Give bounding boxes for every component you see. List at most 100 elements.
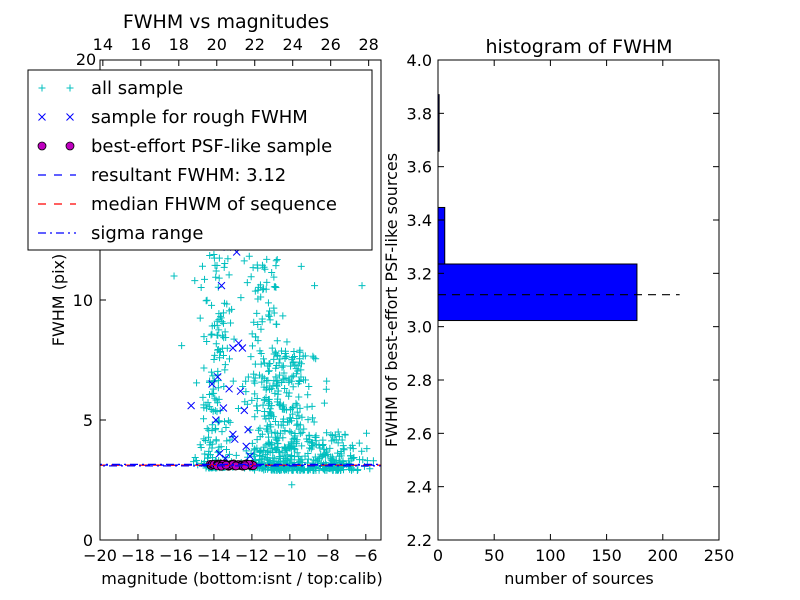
all-sample-point <box>310 418 318 426</box>
all-sample-point <box>256 456 264 464</box>
all-sample-point <box>320 399 328 407</box>
all-sample-point <box>222 445 230 453</box>
all-sample-point <box>215 326 223 334</box>
all-sample-point <box>311 433 319 441</box>
rough-fwhm-point <box>230 435 239 444</box>
histogram-x-axis: 0 50 100 150 200 250 <box>433 60 734 565</box>
all-sample-point <box>288 481 296 489</box>
all-sample-point <box>251 360 259 368</box>
legend-entry: all sample <box>38 78 183 99</box>
all-sample-point <box>260 443 268 451</box>
scatter-reference-lines <box>100 463 381 467</box>
all-sample-point <box>258 465 266 473</box>
all-sample-point <box>263 255 271 263</box>
all-sample-point <box>293 414 301 422</box>
all-sample-point <box>210 250 218 258</box>
all-sample-point <box>202 297 210 305</box>
legend-marker <box>37 141 47 151</box>
all-sample-point <box>274 421 282 429</box>
all-sample-point <box>302 376 310 384</box>
all-sample-point <box>312 432 320 440</box>
all-sample-point <box>281 426 289 434</box>
all-sample-point <box>274 465 282 473</box>
all-sample-point <box>288 404 296 412</box>
legend-label: all sample <box>91 78 183 99</box>
scatter-panel: FWHM vs magnitudes 20 14 16 18 20 22 24 26 28 −… <box>27 11 383 588</box>
all-sample-point <box>283 338 291 346</box>
all-sample-point <box>208 427 216 435</box>
all-sample-point <box>272 257 280 265</box>
all-sample-point <box>359 456 367 464</box>
all-sample-point <box>296 430 304 438</box>
all-sample-point <box>201 275 209 283</box>
all-sample-point <box>225 355 233 363</box>
all-sample-point <box>248 439 256 447</box>
all-sample-point <box>355 439 363 447</box>
all-sample-point <box>250 370 258 378</box>
all-sample-point <box>242 447 250 455</box>
x-tick-label: −6 <box>354 546 378 565</box>
all-sample-point <box>292 370 300 378</box>
all-sample-point <box>270 273 278 281</box>
all-sample-point <box>266 316 274 324</box>
histogram-y-axis-label: FWHM of best-effort PSF-like sources <box>382 153 401 447</box>
all-sample-point <box>208 421 216 429</box>
histogram-x-axis-label: number of sources <box>504 569 654 588</box>
all-sample-point <box>251 413 259 421</box>
all-sample-point <box>265 360 273 368</box>
all-sample-point <box>287 429 295 437</box>
all-sample-point <box>288 452 296 460</box>
all-sample-point <box>191 454 199 461</box>
all-sample-point <box>212 273 220 281</box>
all-sample-point <box>268 429 276 437</box>
all-sample-point <box>263 422 271 430</box>
all-sample-point <box>287 417 295 425</box>
all-sample-point <box>347 452 355 460</box>
y-tick-label: 2.2 <box>407 531 432 550</box>
all-sample-point <box>283 418 291 426</box>
all-sample-point <box>242 388 250 396</box>
all-sample-point <box>222 423 230 431</box>
all-sample-point <box>272 377 280 385</box>
all-sample-point <box>268 268 276 276</box>
all-sample-point <box>226 418 234 426</box>
all-sample-point <box>264 367 272 375</box>
all-sample-point <box>363 457 371 465</box>
all-sample-point <box>248 330 256 338</box>
all-sample-point <box>212 267 220 275</box>
all-sample-point <box>251 446 259 454</box>
all-sample-point <box>225 271 233 279</box>
legend-marker <box>65 141 75 151</box>
all-sample-point <box>291 445 299 453</box>
all-sample-point <box>210 389 218 397</box>
all-sample-point <box>273 337 281 345</box>
all-sample-point <box>200 333 208 341</box>
all-sample-point <box>214 367 222 375</box>
all-sample-point <box>328 437 336 445</box>
all-sample-point <box>298 456 306 464</box>
all-sample-point <box>250 318 258 326</box>
all-sample-point <box>264 447 272 455</box>
all-sample-point <box>265 414 273 422</box>
all-sample-point <box>273 256 281 264</box>
all-sample-point <box>207 406 215 414</box>
all-sample-point <box>224 255 232 263</box>
all-sample-point <box>319 441 327 449</box>
top-tick-label: 26 <box>321 35 341 54</box>
top-tick-label: 14 <box>93 35 113 54</box>
all-sample-point <box>248 342 256 350</box>
histogram-y-axis: 2.2 2.4 2.6 2.8 3.0 3.2 3.4 3.6 3.8 4.0 <box>407 51 719 550</box>
all-sample-point <box>322 446 330 454</box>
all-sample-point <box>293 408 301 416</box>
all-sample-point <box>220 352 228 360</box>
all-sample-point <box>294 380 302 388</box>
all-sample-point <box>214 283 222 291</box>
all-sample-point <box>214 399 222 407</box>
all-sample-point <box>311 453 319 461</box>
legend-entry: sample for rough FWHM <box>38 107 308 128</box>
all-sample-point <box>285 392 293 400</box>
all-sample-point <box>266 408 274 416</box>
all-sample-point <box>334 449 342 457</box>
all-sample-point <box>199 393 207 401</box>
